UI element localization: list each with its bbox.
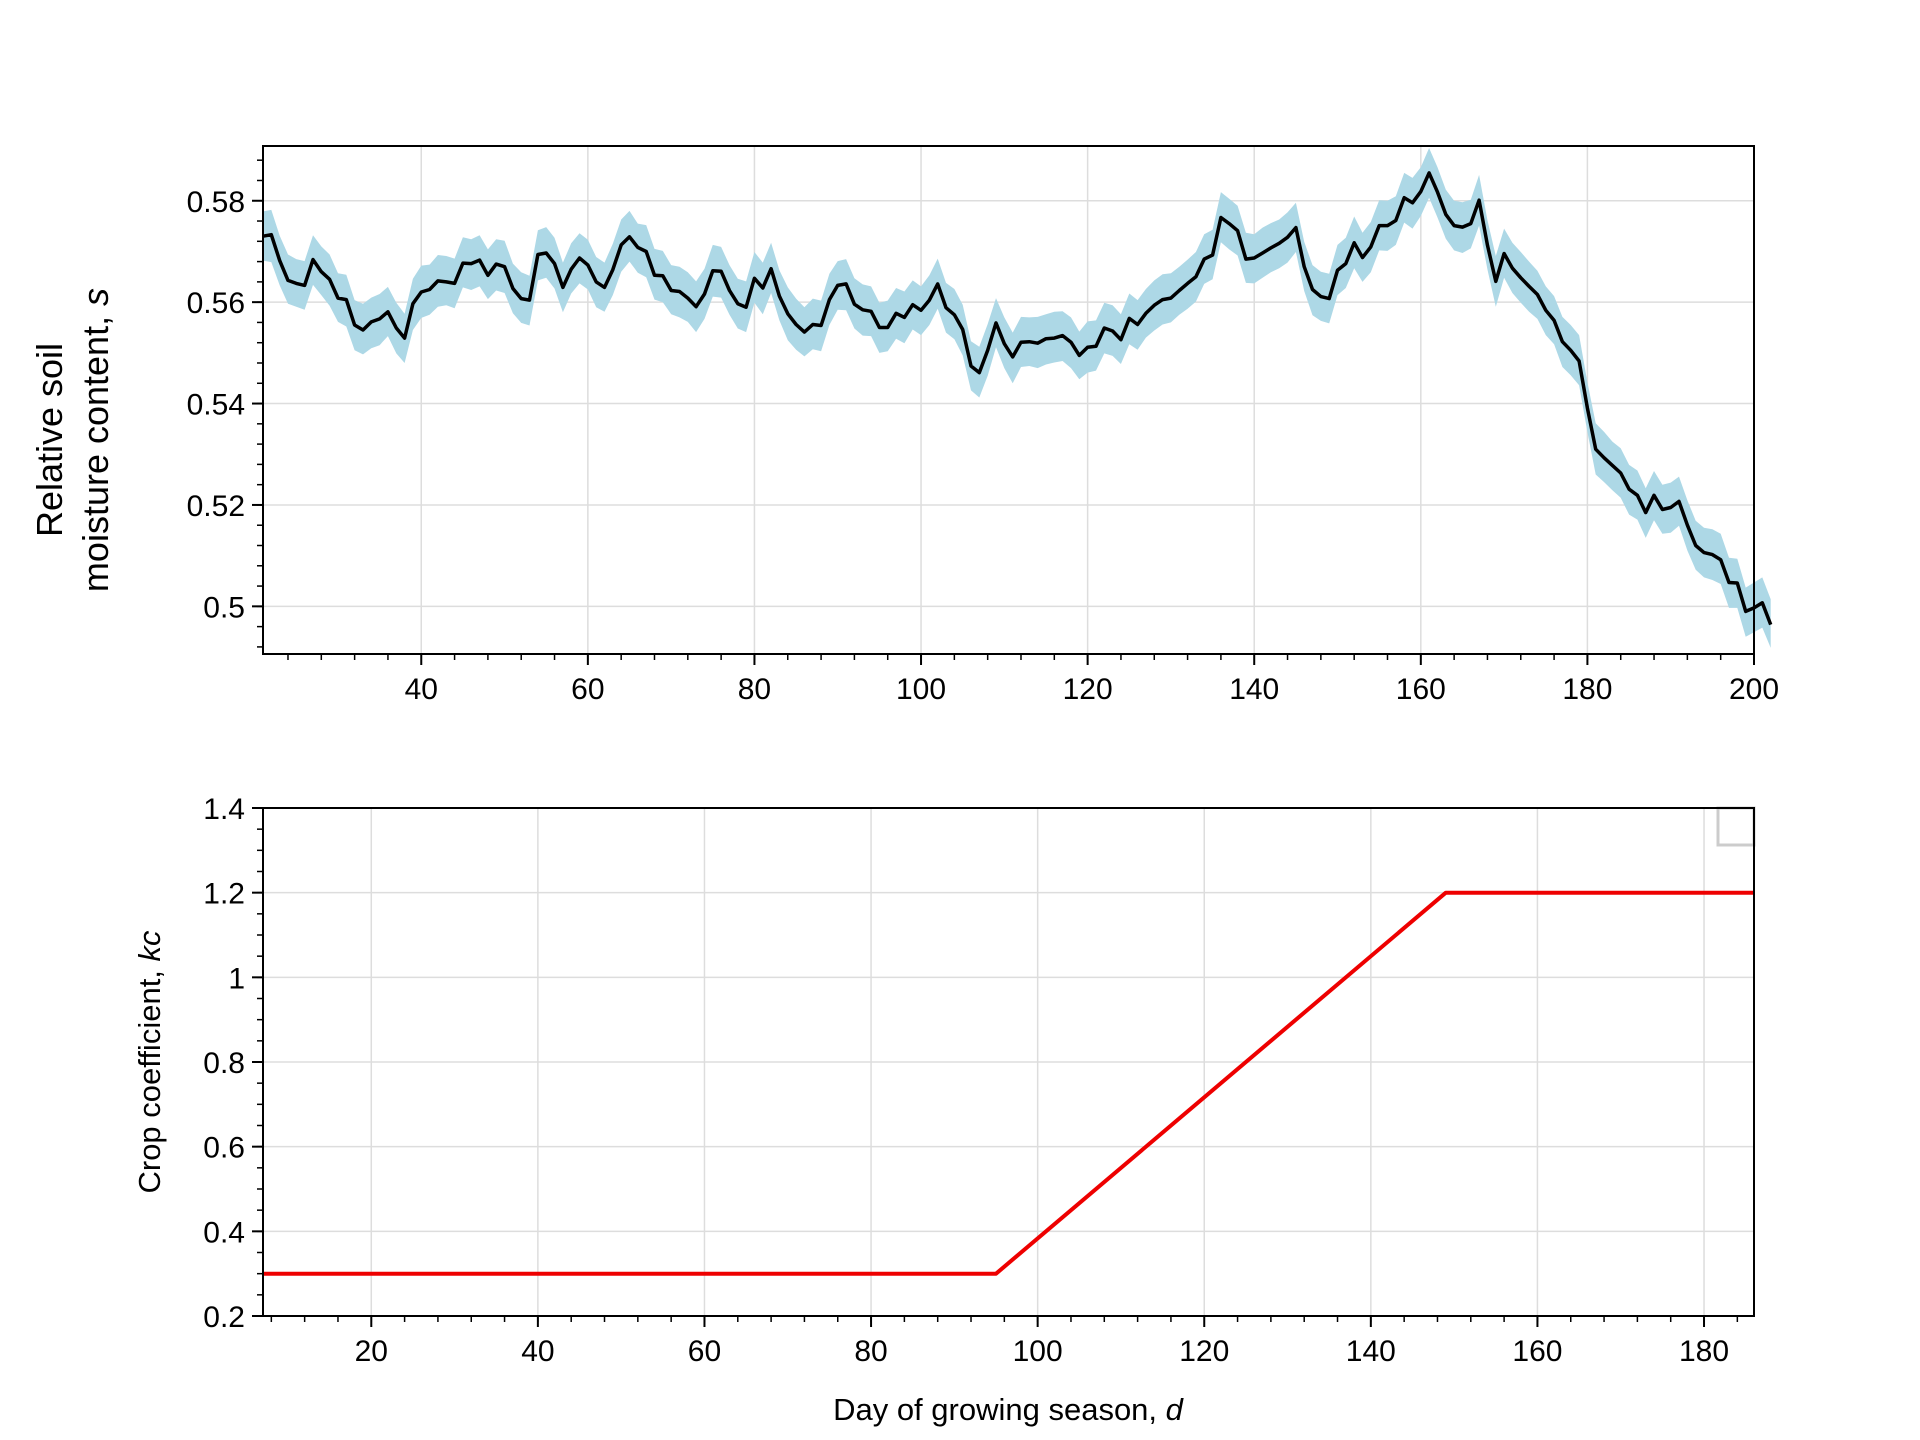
x-tick-label: 60 [688,1335,721,1368]
x-tick-label: 100 [1013,1335,1063,1368]
y-tick-label: 1.4 [203,793,245,826]
y-axis-label: Crop coefficient, kc [132,930,167,1194]
y-axis-label-line2: moisture content, [75,306,116,592]
y-tick-label: 0.54 [187,389,245,422]
x-tick-label: 180 [1679,1335,1729,1368]
y-tick-label: 1.2 [203,878,245,911]
x-tick-label: 180 [1562,673,1612,706]
uncertainty-band [263,148,1771,648]
x-tick-label: 200 [1729,673,1779,706]
y-tick-label: 0.4 [203,1216,245,1249]
y-axis-label-var: kc [132,930,167,962]
x-tick-label: 140 [1346,1335,1396,1368]
axis-ticks [252,159,1755,665]
y-tick-label: 0.5 [203,591,245,624]
moisture-series [262,171,1773,626]
crop-coefficient-panel: 20 40 60 80 100 120 140 160 180 0.2 0.4 0.6 0.8 1 1.2 1… [132,793,1756,1427]
y-axis-label-text: Crop coefficient, [132,961,167,1193]
x-tick-label: 40 [521,1335,554,1368]
y-tick-label: 0.8 [203,1047,245,1080]
y-tick-label: 0.58 [187,186,245,219]
x-tick-label: 20 [355,1335,388,1368]
x-tick-label: 160 [1512,1335,1562,1368]
plot-background [263,146,1754,654]
x-tick-label: 140 [1229,673,1279,706]
moisture-line [262,171,1773,626]
x-tick-label: 40 [405,673,438,706]
kc-line [263,890,1754,1276]
y-axis-label-var: s [75,288,116,306]
plot-frame [262,145,1755,655]
x-tick-label: 60 [571,673,604,706]
x-axis-label-var: d [1166,1392,1185,1427]
y-tick-label: 1 [228,962,245,995]
x-tick-label: 80 [738,673,771,706]
x-axis-label: Day of growing season, d [833,1392,1185,1427]
y-tick-label: 0.52 [187,490,245,523]
x-tick-label: 100 [896,673,946,706]
x-tick-label: 160 [1396,673,1446,706]
x-tick-label: 80 [854,1335,887,1368]
x-axis-label-text: Day of growing season, [833,1392,1166,1427]
axis-ticks [252,807,1739,1327]
x-tick-label: 120 [1063,673,1113,706]
legend-box [1716,806,1756,847]
y-tick-label: 0.2 [203,1301,245,1334]
y-tick-label: 0.6 [203,1132,245,1165]
x-tick-label: 120 [1179,1335,1229,1368]
y-axis-label-2: moisture content, s [75,288,116,592]
y-tick-label: 0.56 [187,287,245,320]
confidence-band [263,148,1771,648]
y-axis-label: Relative soil [29,343,70,537]
soil-moisture-panel: 40 60 80 100 120 140 160 180 200 0.5 0.52 0.54 0.56 0… [29,145,1779,706]
tick-labels: 20 40 60 80 100 120 140 160 180 0.2 0.4 0.6 0.8 1 1.2 1… [203,793,1729,1368]
tick-labels: 40 60 80 100 120 140 160 180 200 0.5 0.52 0.54 0.56 0… [187,186,1779,706]
grid [263,146,1755,654]
kc-series [263,890,1754,1276]
y-axis-label-line1: Relative soil [29,343,70,537]
